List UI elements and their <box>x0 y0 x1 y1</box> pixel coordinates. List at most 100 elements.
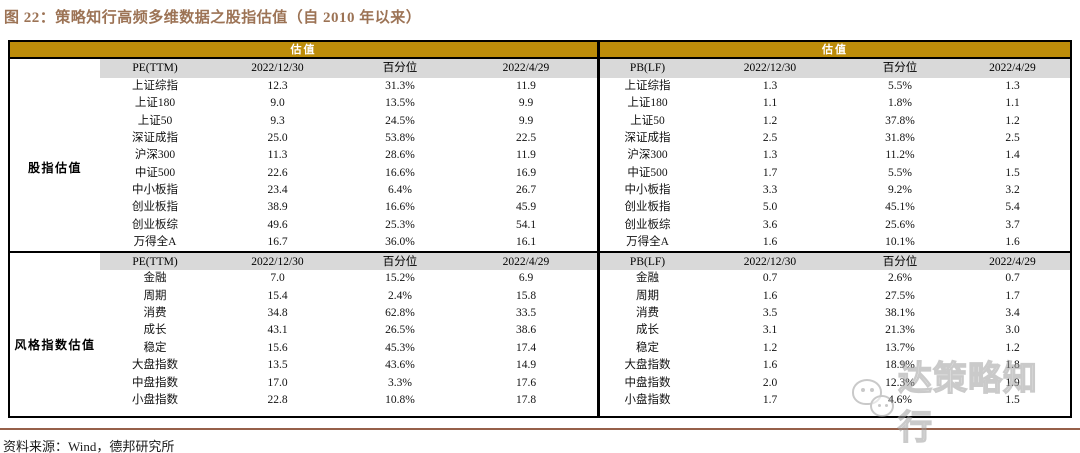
value-cell: 17.4 <box>515 341 537 354</box>
index-name-cell: 稳定 <box>143 341 167 354</box>
value-cell: 1.6 <box>762 289 778 302</box>
index-name-cell: 大盘指数 <box>624 359 671 372</box>
pe-header-row-2: PE(TTM) 2022/12/30 百分位 2022/4/29 <box>10 251 597 271</box>
pb-table-half: 估值 PB(LF) 2022/12/30 百分位 2022/4/29 上证综指 1… <box>600 42 1070 416</box>
index-name-cell: 中证500 <box>627 166 668 179</box>
value-cell: 9.0 <box>270 97 285 110</box>
value-cell: 9.2% <box>888 184 912 197</box>
value-cell: 13.7% <box>885 341 915 354</box>
index-name-cell: 创业板综 <box>132 218 178 231</box>
value-cell: 1.7 <box>762 166 778 179</box>
table-row: 上证综指 1.3 5.5% 1.3 <box>600 78 1070 95</box>
figure-title: 图 22：策略知行高频多维数据之股指估值（自 2010 年以来） <box>4 10 422 26</box>
col-header-date1: 2022/12/30 <box>695 59 845 78</box>
table-row: 金融 0.7 2.6% 0.7 <box>600 270 1070 287</box>
value-cell: 26.5% <box>385 324 415 337</box>
value-cell: 5.5% <box>888 80 912 92</box>
value-cell: 3.2 <box>1005 184 1020 197</box>
index-name-cell: 金融 <box>143 272 167 285</box>
value-cell: 45.3% <box>385 341 415 354</box>
value-cell: 1.8 <box>1005 359 1020 372</box>
value-cell: 2.4% <box>388 289 412 302</box>
value-cell: 10.8% <box>385 393 415 406</box>
value-cell: 1.2 <box>762 114 778 127</box>
value-cell: 16.9 <box>515 166 537 179</box>
value-cell: 2.6% <box>888 272 912 285</box>
value-cell: 3.4 <box>1005 307 1020 320</box>
table-row: 创业板综 3.6 25.6% 3.7 <box>600 217 1070 234</box>
value-cell: 0.7 <box>1005 272 1020 285</box>
value-cell: 25.6% <box>885 218 915 231</box>
table-row: 稳定 15.6 45.3% 17.4 <box>10 340 597 357</box>
value-cell: 22.6 <box>267 166 288 179</box>
pe-index-rows: 上证综指 12.3 31.3% 11.9 上证180 9.0 13.5% 9.9 上证50 9.3… <box>10 78 597 251</box>
row-group-label-stock-index: 股指估值 <box>27 160 82 175</box>
index-name-cell: 上证180 <box>134 97 176 110</box>
index-name-cell: 金融 <box>636 272 659 285</box>
metric-label: PE(TTM) <box>100 59 210 78</box>
value-cell: 28.6% <box>385 149 415 162</box>
value-cell: 2.5 <box>762 132 778 145</box>
value-cell: 18.9% <box>885 359 915 372</box>
value-cell: 1.2 <box>1005 341 1020 354</box>
value-cell: 15.8 <box>515 289 537 302</box>
table-row: 稳定 1.2 13.7% 1.2 <box>600 340 1070 357</box>
index-name-cell: 深证成指 <box>132 132 178 145</box>
value-cell: 7.0 <box>270 272 285 285</box>
pe-header-row-1: PE(TTM) 2022/12/30 百分位 2022/4/29 <box>10 59 597 78</box>
index-name-cell: 万得全A <box>133 236 177 249</box>
group-spacer <box>10 59 100 78</box>
pb-header-row-2: PB(LF) 2022/12/30 百分位 2022/4/29 <box>600 251 1070 271</box>
value-cell: 3.1 <box>762 324 778 337</box>
value-cell: 15.4 <box>267 289 288 302</box>
index-name-cell: 沪深300 <box>134 149 176 162</box>
index-name-cell: 稳定 <box>636 341 659 354</box>
index-name-cell: 沪深300 <box>627 149 668 162</box>
value-cell: 27.5% <box>885 289 915 302</box>
metric-label: PB(LF) <box>600 59 695 78</box>
index-name-cell: 中小板指 <box>132 184 178 197</box>
index-name-cell: 成长 <box>143 324 167 337</box>
value-cell: 31.8% <box>885 132 915 145</box>
value-cell: 62.8% <box>385 307 415 320</box>
table-row: 上证50 1.2 37.8% 1.2 <box>600 113 1070 130</box>
value-cell: 43.6% <box>385 359 415 372</box>
value-cell: 33.5 <box>515 307 537 320</box>
value-cell: 9.9 <box>518 97 534 110</box>
group-spacer <box>10 253 100 271</box>
index-name-cell: 成长 <box>636 324 659 337</box>
value-cell: 12.3% <box>885 376 915 389</box>
value-cell: 16.1 <box>515 236 537 249</box>
source-divider <box>0 428 1080 430</box>
index-name-cell: 深证成指 <box>624 132 671 145</box>
table-row: 上证50 9.3 24.5% 9.9 <box>10 113 597 130</box>
value-cell: 1.9 <box>1005 376 1020 389</box>
col-header-date2: 2022/4/29 <box>955 59 1070 78</box>
value-cell: 1.5 <box>1005 166 1020 179</box>
index-name-cell: 中小板指 <box>624 184 671 197</box>
col-header-percentile: 百分位 <box>845 59 955 78</box>
value-cell: 49.6 <box>267 218 288 231</box>
value-cell: 54.1 <box>515 218 537 231</box>
value-cell: 9.9 <box>518 114 534 127</box>
table-row: 大盘指数 1.6 18.9% 1.8 <box>600 357 1070 374</box>
value-cell: 24.5% <box>385 114 415 127</box>
value-cell: 11.3 <box>267 149 288 162</box>
table-row: 万得全A 16.7 36.0% 16.1 <box>10 234 597 251</box>
table-row: 金融 7.0 15.2% 6.9 <box>10 270 597 287</box>
valuation-table: 估值 PE(TTM) 2022/12/30 百分位 2022/4/29 上证综指… <box>8 40 1072 418</box>
index-name-cell: 万得全A <box>626 236 669 249</box>
index-name-cell: 创业板指 <box>132 201 178 214</box>
value-cell: 5.4 <box>1005 201 1020 214</box>
col-header-date2: 2022/4/29 <box>955 253 1070 271</box>
col-header-date1: 2022/12/30 <box>210 59 345 78</box>
value-cell: 15.6 <box>267 341 288 354</box>
value-cell: 3.7 <box>1005 218 1020 231</box>
value-cell: 2.5 <box>1005 132 1020 145</box>
table-row: 创业板综 49.6 25.3% 54.1 <box>10 217 597 234</box>
source-text: 资料来源：Wind，德邦研究所 <box>3 439 175 453</box>
value-cell: 23.4 <box>267 184 288 197</box>
pb-header-row-1: PB(LF) 2022/12/30 百分位 2022/4/29 <box>600 59 1070 78</box>
table-row: 小盘指数 22.8 10.8% 17.8 <box>10 392 597 409</box>
